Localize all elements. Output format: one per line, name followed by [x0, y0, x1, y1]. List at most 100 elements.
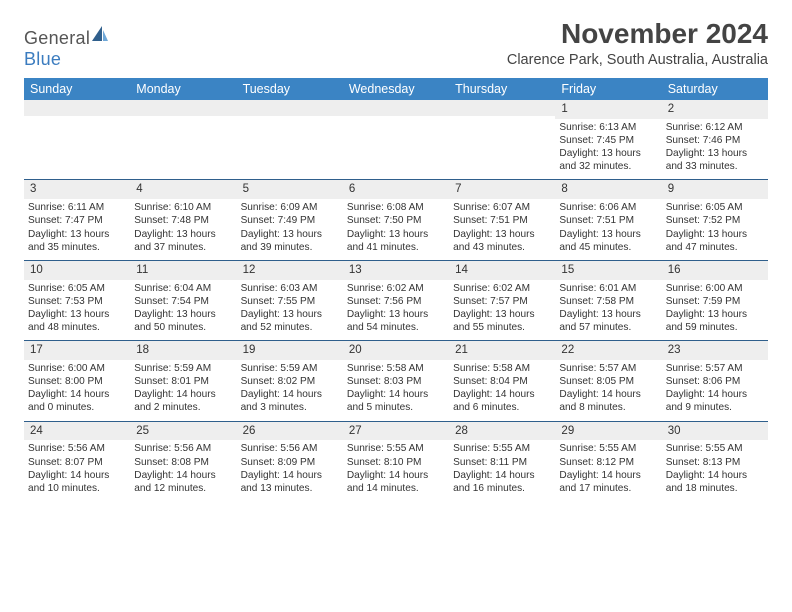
- daylight-text: Daylight: 14 hours: [241, 469, 339, 482]
- day-number: 22: [555, 341, 661, 360]
- day-cell: 12Sunrise: 6:03 AMSunset: 7:55 PMDayligh…: [237, 261, 343, 340]
- day-number: 2: [662, 100, 768, 119]
- sunrise-text: Sunrise: 5:55 AM: [666, 442, 764, 455]
- day-cell: 3Sunrise: 6:11 AMSunset: 7:47 PMDaylight…: [24, 180, 130, 259]
- day-number: 29: [555, 422, 661, 441]
- day-number: 18: [130, 341, 236, 360]
- daylight-text: Daylight: 13 hours: [241, 308, 339, 321]
- sunset-text: Sunset: 8:08 PM: [134, 456, 232, 469]
- day-cell: 10Sunrise: 6:05 AMSunset: 7:53 PMDayligh…: [24, 261, 130, 340]
- daylight-text: Daylight: 14 hours: [666, 469, 764, 482]
- weekday-label: Saturday: [662, 78, 768, 100]
- sunset-text: Sunset: 7:45 PM: [559, 134, 657, 147]
- week-row: 3Sunrise: 6:11 AMSunset: 7:47 PMDaylight…: [24, 180, 768, 260]
- day-cell: 29Sunrise: 5:55 AMSunset: 8:12 PMDayligh…: [555, 422, 661, 501]
- day-number: 15: [555, 261, 661, 280]
- week-row: 10Sunrise: 6:05 AMSunset: 7:53 PMDayligh…: [24, 261, 768, 341]
- weekday-label: Wednesday: [343, 78, 449, 100]
- day-cell: 15Sunrise: 6:01 AMSunset: 7:58 PMDayligh…: [555, 261, 661, 340]
- daylight-text: Daylight: 13 hours: [666, 147, 764, 160]
- daylight-text: Daylight: 14 hours: [453, 469, 551, 482]
- daylight-text: Daylight: 13 hours: [559, 308, 657, 321]
- sunset-text: Sunset: 7:51 PM: [559, 214, 657, 227]
- sunrise-text: Sunrise: 5:55 AM: [347, 442, 445, 455]
- week-row: 24Sunrise: 5:56 AMSunset: 8:07 PMDayligh…: [24, 422, 768, 501]
- day-cell: 16Sunrise: 6:00 AMSunset: 7:59 PMDayligh…: [662, 261, 768, 340]
- daylight-text: and 57 minutes.: [559, 321, 657, 334]
- day-cell: 23Sunrise: 5:57 AMSunset: 8:06 PMDayligh…: [662, 341, 768, 420]
- daylight-text: Daylight: 13 hours: [666, 308, 764, 321]
- daylight-text: and 32 minutes.: [559, 160, 657, 173]
- sunset-text: Sunset: 7:59 PM: [666, 295, 764, 308]
- daylight-text: and 9 minutes.: [666, 401, 764, 414]
- day-number: [24, 100, 130, 116]
- day-number: 9: [662, 180, 768, 199]
- daylight-text: and 14 minutes.: [347, 482, 445, 495]
- daylight-text: Daylight: 13 hours: [559, 228, 657, 241]
- day-cell: 19Sunrise: 5:59 AMSunset: 8:02 PMDayligh…: [237, 341, 343, 420]
- day-number: 10: [24, 261, 130, 280]
- sunrise-text: Sunrise: 5:57 AM: [559, 362, 657, 375]
- daylight-text: Daylight: 14 hours: [28, 388, 126, 401]
- daylight-text: and 10 minutes.: [28, 482, 126, 495]
- weeks-container: 1Sunrise: 6:13 AMSunset: 7:45 PMDaylight…: [24, 100, 768, 501]
- day-number: 13: [343, 261, 449, 280]
- sunrise-text: Sunrise: 6:05 AM: [666, 201, 764, 214]
- sunset-text: Sunset: 7:57 PM: [453, 295, 551, 308]
- sunrise-text: Sunrise: 6:00 AM: [28, 362, 126, 375]
- daylight-text: Daylight: 14 hours: [347, 388, 445, 401]
- daylight-text: and 16 minutes.: [453, 482, 551, 495]
- sunset-text: Sunset: 8:09 PM: [241, 456, 339, 469]
- daylight-text: Daylight: 14 hours: [134, 469, 232, 482]
- page-title: November 2024: [507, 18, 768, 50]
- day-number: [130, 100, 236, 116]
- daylight-text: Daylight: 13 hours: [28, 308, 126, 321]
- week-row: 1Sunrise: 6:13 AMSunset: 7:45 PMDaylight…: [24, 100, 768, 180]
- daylight-text: and 54 minutes.: [347, 321, 445, 334]
- day-cell: 17Sunrise: 6:00 AMSunset: 8:00 PMDayligh…: [24, 341, 130, 420]
- day-cell: [130, 100, 236, 179]
- sunset-text: Sunset: 8:06 PM: [666, 375, 764, 388]
- day-number: [237, 100, 343, 116]
- day-cell: 25Sunrise: 5:56 AMSunset: 8:08 PMDayligh…: [130, 422, 236, 501]
- day-cell: [449, 100, 555, 179]
- sunrise-text: Sunrise: 6:00 AM: [666, 282, 764, 295]
- sunrise-text: Sunrise: 6:02 AM: [453, 282, 551, 295]
- day-number: 23: [662, 341, 768, 360]
- sunset-text: Sunset: 8:12 PM: [559, 456, 657, 469]
- sunrise-text: Sunrise: 5:57 AM: [666, 362, 764, 375]
- day-number: [449, 100, 555, 116]
- sunset-text: Sunset: 7:51 PM: [453, 214, 551, 227]
- sunrise-text: Sunrise: 6:13 AM: [559, 121, 657, 134]
- sunset-text: Sunset: 8:02 PM: [241, 375, 339, 388]
- daylight-text: and 6 minutes.: [453, 401, 551, 414]
- day-number: 3: [24, 180, 130, 199]
- daylight-text: and 12 minutes.: [134, 482, 232, 495]
- daylight-text: Daylight: 14 hours: [453, 388, 551, 401]
- day-number: 28: [449, 422, 555, 441]
- daylight-text: Daylight: 13 hours: [559, 147, 657, 160]
- daylight-text: and 55 minutes.: [453, 321, 551, 334]
- logo: GeneralBlue: [24, 24, 110, 70]
- daylight-text: Daylight: 13 hours: [666, 228, 764, 241]
- sunrise-text: Sunrise: 6:12 AM: [666, 121, 764, 134]
- sunset-text: Sunset: 7:54 PM: [134, 295, 232, 308]
- sunset-text: Sunset: 8:04 PM: [453, 375, 551, 388]
- day-cell: 27Sunrise: 5:55 AMSunset: 8:10 PMDayligh…: [343, 422, 449, 501]
- day-cell: 28Sunrise: 5:55 AMSunset: 8:11 PMDayligh…: [449, 422, 555, 501]
- sunset-text: Sunset: 8:10 PM: [347, 456, 445, 469]
- day-cell: 24Sunrise: 5:56 AMSunset: 8:07 PMDayligh…: [24, 422, 130, 501]
- sunrise-text: Sunrise: 6:09 AM: [241, 201, 339, 214]
- daylight-text: Daylight: 13 hours: [241, 228, 339, 241]
- title-block: November 2024 Clarence Park, South Austr…: [507, 18, 768, 68]
- day-number: 25: [130, 422, 236, 441]
- sunrise-text: Sunrise: 6:02 AM: [347, 282, 445, 295]
- day-number: 7: [449, 180, 555, 199]
- sunrise-text: Sunrise: 6:03 AM: [241, 282, 339, 295]
- sunset-text: Sunset: 7:48 PM: [134, 214, 232, 227]
- day-number: [343, 100, 449, 116]
- day-number: 21: [449, 341, 555, 360]
- day-number: 14: [449, 261, 555, 280]
- day-number: 17: [24, 341, 130, 360]
- day-number: 26: [237, 422, 343, 441]
